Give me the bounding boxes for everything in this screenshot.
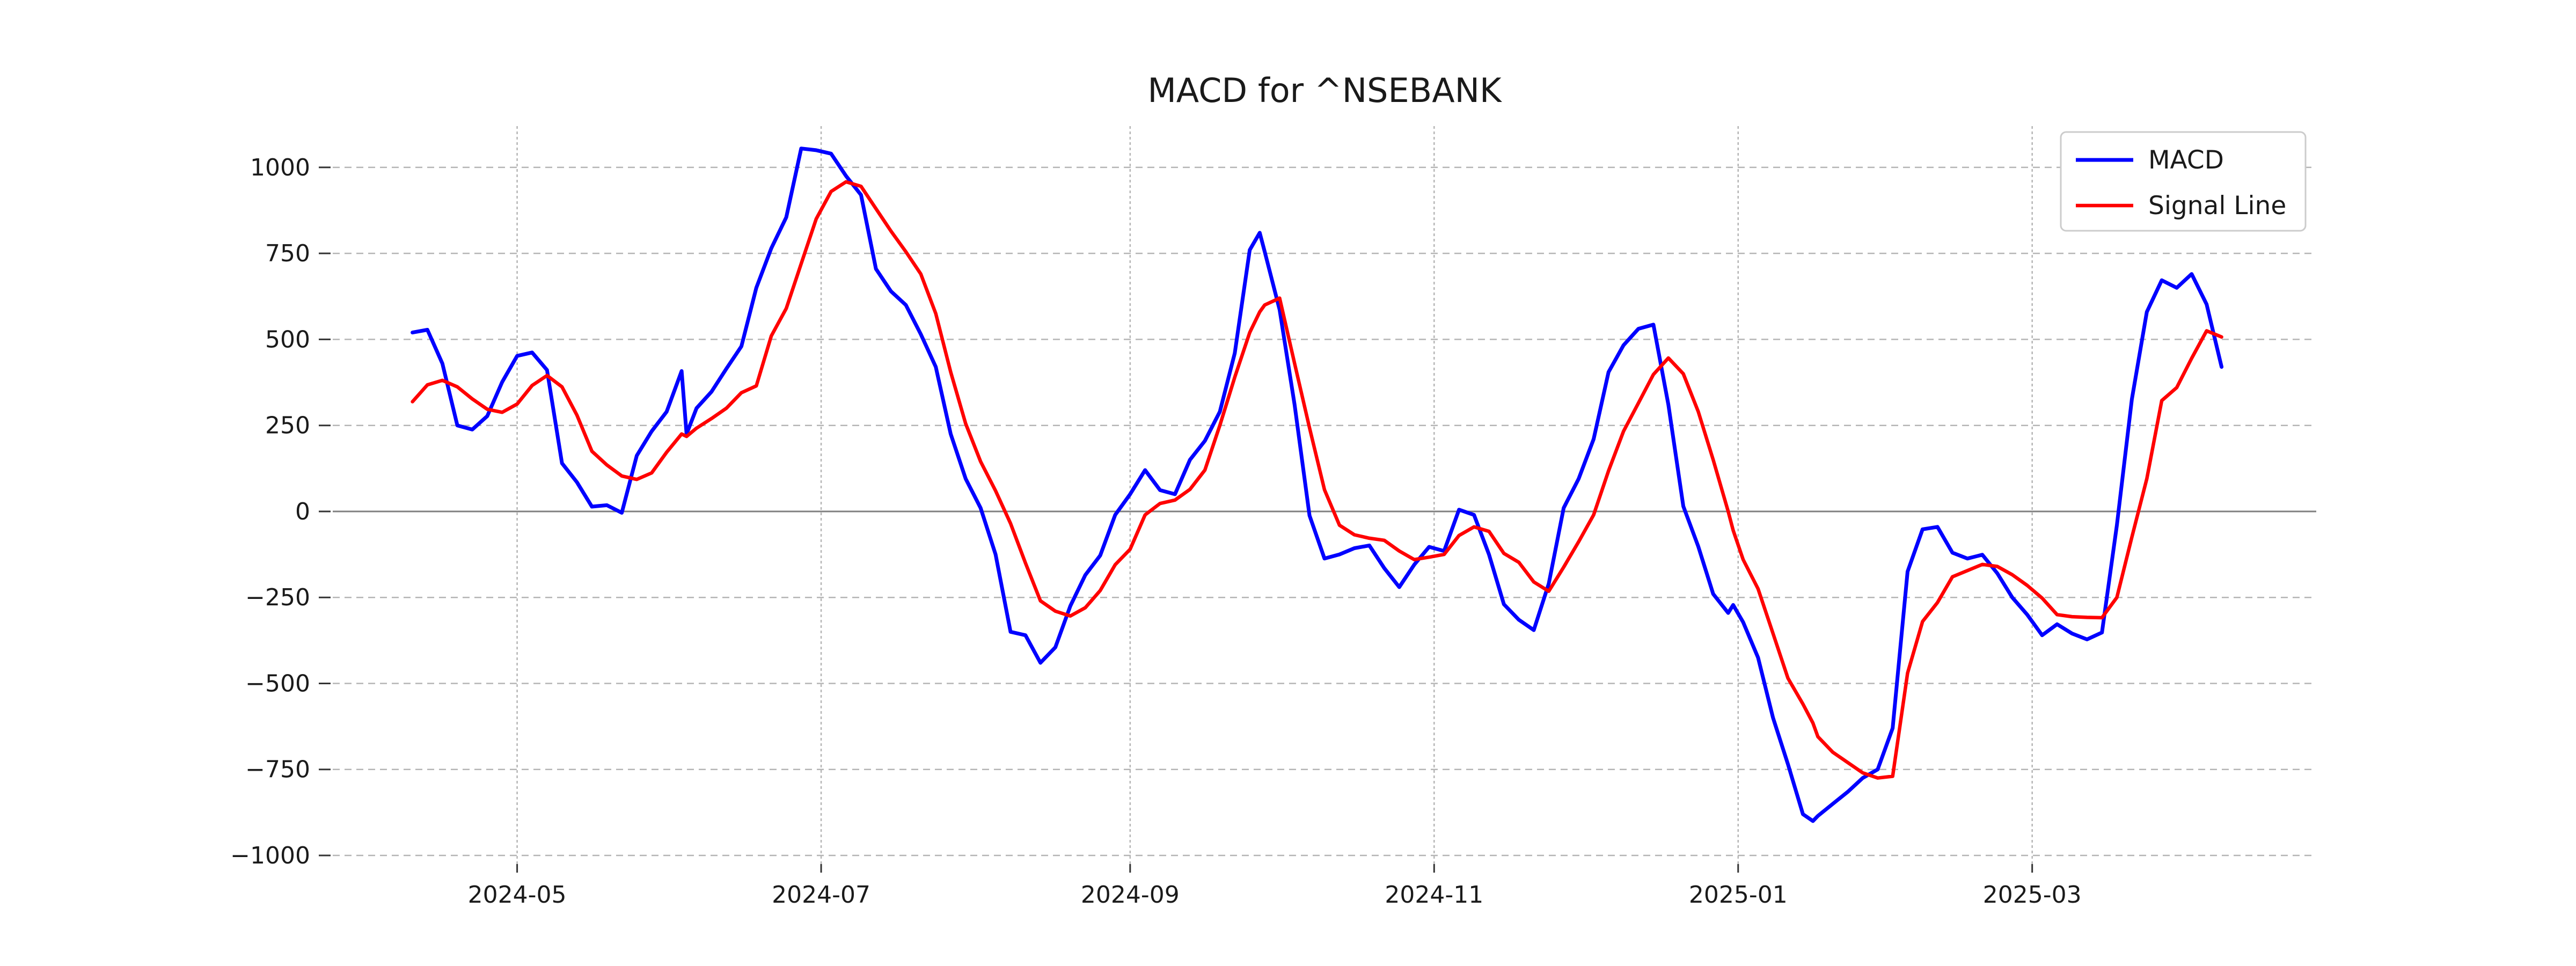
y-tick-label: 750 <box>265 240 310 267</box>
x-tick-label: 2024-11 <box>1385 881 1483 909</box>
y-tick-label: 1000 <box>250 154 310 181</box>
series-lines <box>411 147 2224 823</box>
y-axis: 1000 750 500 250 0 −250 −500 −750 −1000 <box>230 154 331 869</box>
signal-line-line <box>411 180 2223 780</box>
legend-macd-label: MACD <box>2148 145 2224 175</box>
y-tick-label: −250 <box>245 584 310 611</box>
x-tick-label: 2024-07 <box>772 881 870 909</box>
y-tick-label: 0 <box>295 498 310 525</box>
x-tick-label: 2025-03 <box>1983 881 2082 909</box>
macd-line <box>411 147 2224 823</box>
y-tick-label: 500 <box>265 326 310 353</box>
x-tick-label: 2024-05 <box>468 881 567 909</box>
gridlines <box>333 126 2316 864</box>
x-axis: 2024-05 2024-07 2024-09 2024-11 2025-01 2025-… <box>468 864 2082 909</box>
y-tick-label: −750 <box>245 756 310 784</box>
y-tick-label: −500 <box>245 670 310 697</box>
x-tick-label: 2025-01 <box>1689 881 1788 909</box>
y-tick-label: −1000 <box>230 842 310 869</box>
x-tick-label: 2024-09 <box>1081 881 1180 909</box>
chart-title: MACD for ^NSEBANK <box>1147 71 1502 110</box>
legend: MACD Signal Line <box>2060 131 2307 232</box>
legend-signal-label: Signal Line <box>2148 191 2286 221</box>
y-tick-label: 250 <box>265 412 310 440</box>
